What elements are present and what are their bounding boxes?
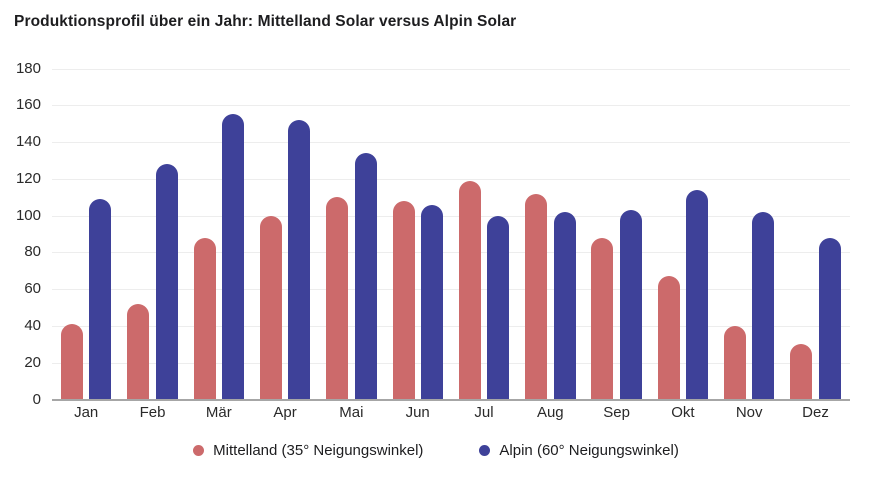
y-tick-label: 180 <box>15 59 41 77</box>
gridline <box>52 178 850 180</box>
bar-mittelland-nov <box>724 325 746 400</box>
x-tick-label: Nov <box>735 404 763 421</box>
gridline <box>52 252 850 254</box>
bar-mittelland-mär <box>193 237 216 400</box>
y-tick-label: 0 <box>32 390 41 408</box>
bar-mittelland-jun <box>392 200 415 400</box>
bar-mittelland-jul <box>458 180 481 400</box>
x-axis-line <box>52 398 850 401</box>
x-tick-label: Mai <box>339 404 364 421</box>
legend-label-mittelland: Mittelland (35° Neigungswinkel) <box>213 442 424 459</box>
x-tick-label: Apr <box>273 404 297 421</box>
gridline <box>52 215 850 217</box>
bar-alpin-aug <box>553 211 576 400</box>
bar-mittelland-dez <box>790 344 813 400</box>
legend-marker-mittelland-icon <box>193 445 205 456</box>
gridline <box>52 68 850 70</box>
bar-alpin-apr <box>288 119 311 400</box>
y-tick-label: 20 <box>24 353 41 371</box>
bar-alpin-jan <box>89 199 112 400</box>
bar-mittelland-sep <box>591 237 614 400</box>
bar-mittelland-feb <box>127 303 150 400</box>
y-tick-label: 80 <box>24 243 41 261</box>
bar-mittelland-mai <box>326 197 349 400</box>
bar-alpin-feb <box>155 164 178 400</box>
bar-mittelland-aug <box>525 193 548 400</box>
legend-item-alpin: Alpin (60° Neigungswinkel) <box>479 442 679 459</box>
gridline <box>52 142 850 144</box>
gridline <box>52 362 850 364</box>
gridline <box>52 289 850 291</box>
y-tick-label: 60 <box>24 280 41 298</box>
bar-mittelland-okt <box>657 276 680 400</box>
x-tick-label: Jul <box>474 404 494 421</box>
chart-title: Produktionsprofil über ein Jahr: Mittell… <box>14 13 517 30</box>
y-tick-label: 100 <box>15 206 41 224</box>
legend-item-mittelland: Mittelland (35° Neigungswinkel) <box>193 442 423 459</box>
gridline <box>52 325 850 327</box>
x-tick-label: Feb <box>139 404 166 421</box>
chart-legend: Mittelland (35° Neigungswinkel) Alpin (6… <box>0 442 872 459</box>
gridline <box>52 105 850 107</box>
bar-alpin-mär <box>222 114 244 400</box>
y-tick-label: 160 <box>15 96 41 114</box>
x-tick-label: Okt <box>671 404 695 421</box>
x-tick-label: Jun <box>405 404 430 421</box>
bar-alpin-jun <box>420 204 443 400</box>
y-tick-label: 140 <box>15 133 41 151</box>
bar-alpin-okt <box>686 189 709 400</box>
bar-alpin-dez <box>818 237 841 400</box>
x-tick-label: Mär <box>205 404 232 421</box>
x-tick-label: Sep <box>603 404 630 421</box>
bar-alpin-jul <box>487 215 510 400</box>
bar-mittelland-apr <box>259 215 282 400</box>
bar-mittelland-jan <box>61 324 83 400</box>
y-tick-label: 120 <box>15 169 41 187</box>
x-tick-label: Dez <box>802 404 829 421</box>
x-tick-label: Jan <box>74 404 99 421</box>
bar-alpin-sep <box>619 210 642 400</box>
y-tick-label: 40 <box>24 316 41 334</box>
bar-alpin-nov <box>752 211 775 400</box>
x-tick-label: Aug <box>536 404 564 421</box>
legend-marker-alpin-icon <box>479 445 491 456</box>
bar-alpin-mai <box>354 153 377 400</box>
legend-label-alpin: Alpin (60° Neigungswinkel) <box>499 442 679 459</box>
